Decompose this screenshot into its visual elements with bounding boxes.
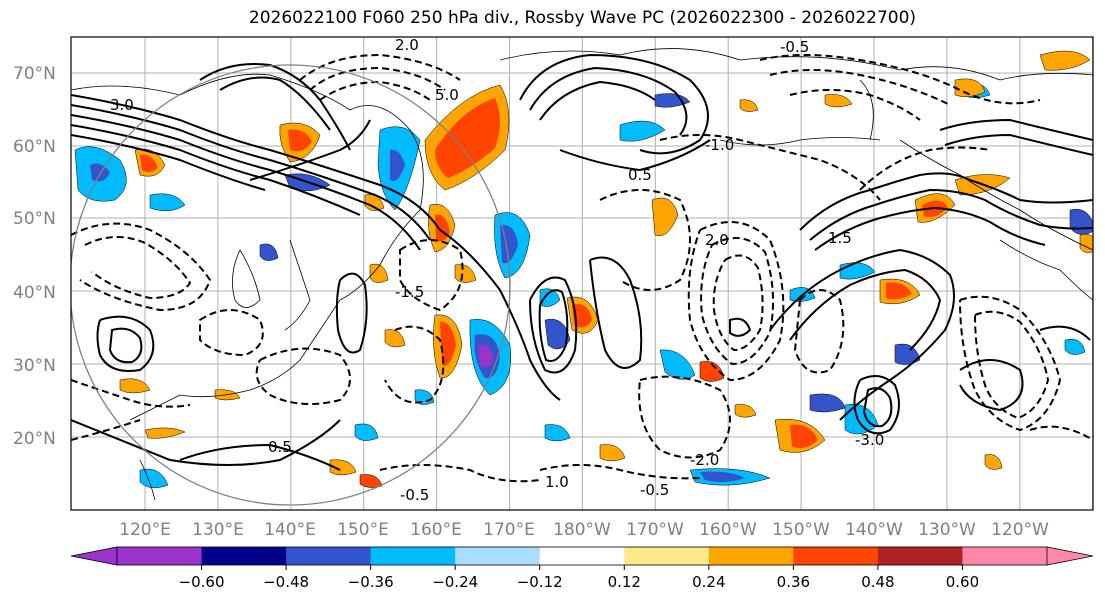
lon-label: 150°E — [337, 520, 389, 540]
chart-title: 2026022100 F060 250 hPa div., Rossby Wav… — [248, 8, 917, 28]
longitude-labels: 120°E 130°E 140°E 150°E 160°E 170°E 180°… — [119, 520, 1049, 540]
lat-label-40n: 40°N — [13, 283, 56, 303]
lon-label: 130°E — [192, 520, 244, 540]
colorbar-swatch — [201, 547, 287, 565]
contour-label: -2.0 — [690, 451, 719, 469]
lon-label: 170°W — [626, 520, 684, 540]
lat-label-60n: 60°N — [13, 137, 56, 157]
contour-label: 2.0 — [395, 36, 419, 54]
colorbar-swatch — [793, 547, 879, 565]
colorbar-tick-label: 0.48 — [861, 573, 894, 591]
contour-label: 5.0 — [435, 86, 459, 104]
latitude-labels: 70°N 60°N 50°N 40°N 30°N 20°N — [13, 64, 56, 449]
colorbar-tick-label: −0.12 — [517, 573, 563, 591]
lon-label: 120°E — [119, 520, 171, 540]
colorbar-tick-label: 0.36 — [777, 573, 810, 591]
range-circle — [71, 64, 511, 506]
contour-labels: 2.0 -0.5 5.0 3.0 -1.0 1.5 -1.5 0.5 -2.0 … — [110, 36, 884, 504]
coastlines — [71, 48, 1093, 501]
contour-label: 1.0 — [545, 473, 569, 491]
lon-label: 170°E — [483, 520, 535, 540]
colorbar-tick-label: −0.48 — [263, 573, 309, 591]
lat-label-50n: 50°N — [13, 209, 56, 229]
colorbar-tick-label: 0.60 — [946, 573, 979, 591]
contour-label: 0.5 — [268, 438, 292, 456]
solid-contours — [71, 53, 1093, 471]
contour-label: 1.5 — [828, 229, 852, 247]
contour-label: -0.5 — [640, 481, 669, 499]
lat-label-20n: 20°N — [13, 429, 56, 449]
map-frame — [70, 36, 1094, 511]
lat-label-70n: 70°N — [13, 64, 56, 84]
colorbar-tick-label: 0.12 — [608, 573, 641, 591]
colorbar-swatch — [117, 547, 203, 565]
colorbar-swatch — [877, 547, 963, 565]
colorbar-tick-label: −0.24 — [432, 573, 478, 591]
contour-label: -0.5 — [780, 38, 809, 56]
contour-label: -1.5 — [395, 283, 424, 301]
contour-label: 3.0 — [110, 96, 134, 114]
colorbar-tick-label: 0.24 — [692, 573, 725, 591]
lon-label: 160°E — [410, 520, 462, 540]
lat-label-30n: 30°N — [13, 356, 56, 376]
colorbar-tick-label: −0.60 — [179, 573, 225, 591]
colorbar-tick-label: −0.36 — [348, 573, 394, 591]
colorbar-extend-max — [1046, 546, 1094, 566]
lon-label: 130°W — [918, 520, 976, 540]
lon-label: 120°W — [991, 520, 1049, 540]
contour-label: -3.0 — [855, 431, 884, 449]
lon-label: 150°W — [772, 520, 830, 540]
colorbar-extend-min — [70, 546, 118, 566]
lon-label: 140°W — [845, 520, 903, 540]
colorbar-swatch — [286, 547, 372, 565]
lon-label: 160°W — [699, 520, 757, 540]
contour-label: 2.0 — [705, 231, 729, 249]
contour-label: 0.5 — [628, 166, 652, 184]
contour-label: -0.5 — [400, 486, 429, 504]
contour-label: -1.0 — [705, 136, 734, 154]
colorbar: −0.60 −0.48 −0.36 −0.24 −0.12 0.12 0.24 0.36 0.4… — [70, 546, 1094, 591]
dashed-contours — [71, 53, 1093, 483]
colorbar-swatch — [708, 547, 794, 565]
colorbar-swatch — [455, 547, 541, 565]
lon-label: 180°W — [553, 520, 611, 540]
colorbar-swatch — [370, 547, 456, 565]
colorbar-swatch — [624, 547, 710, 565]
colorbar-border — [116, 546, 1048, 566]
colorbar-swatch — [539, 547, 625, 565]
colorbar-swatch — [962, 547, 1048, 565]
lon-label: 140°E — [264, 520, 316, 540]
